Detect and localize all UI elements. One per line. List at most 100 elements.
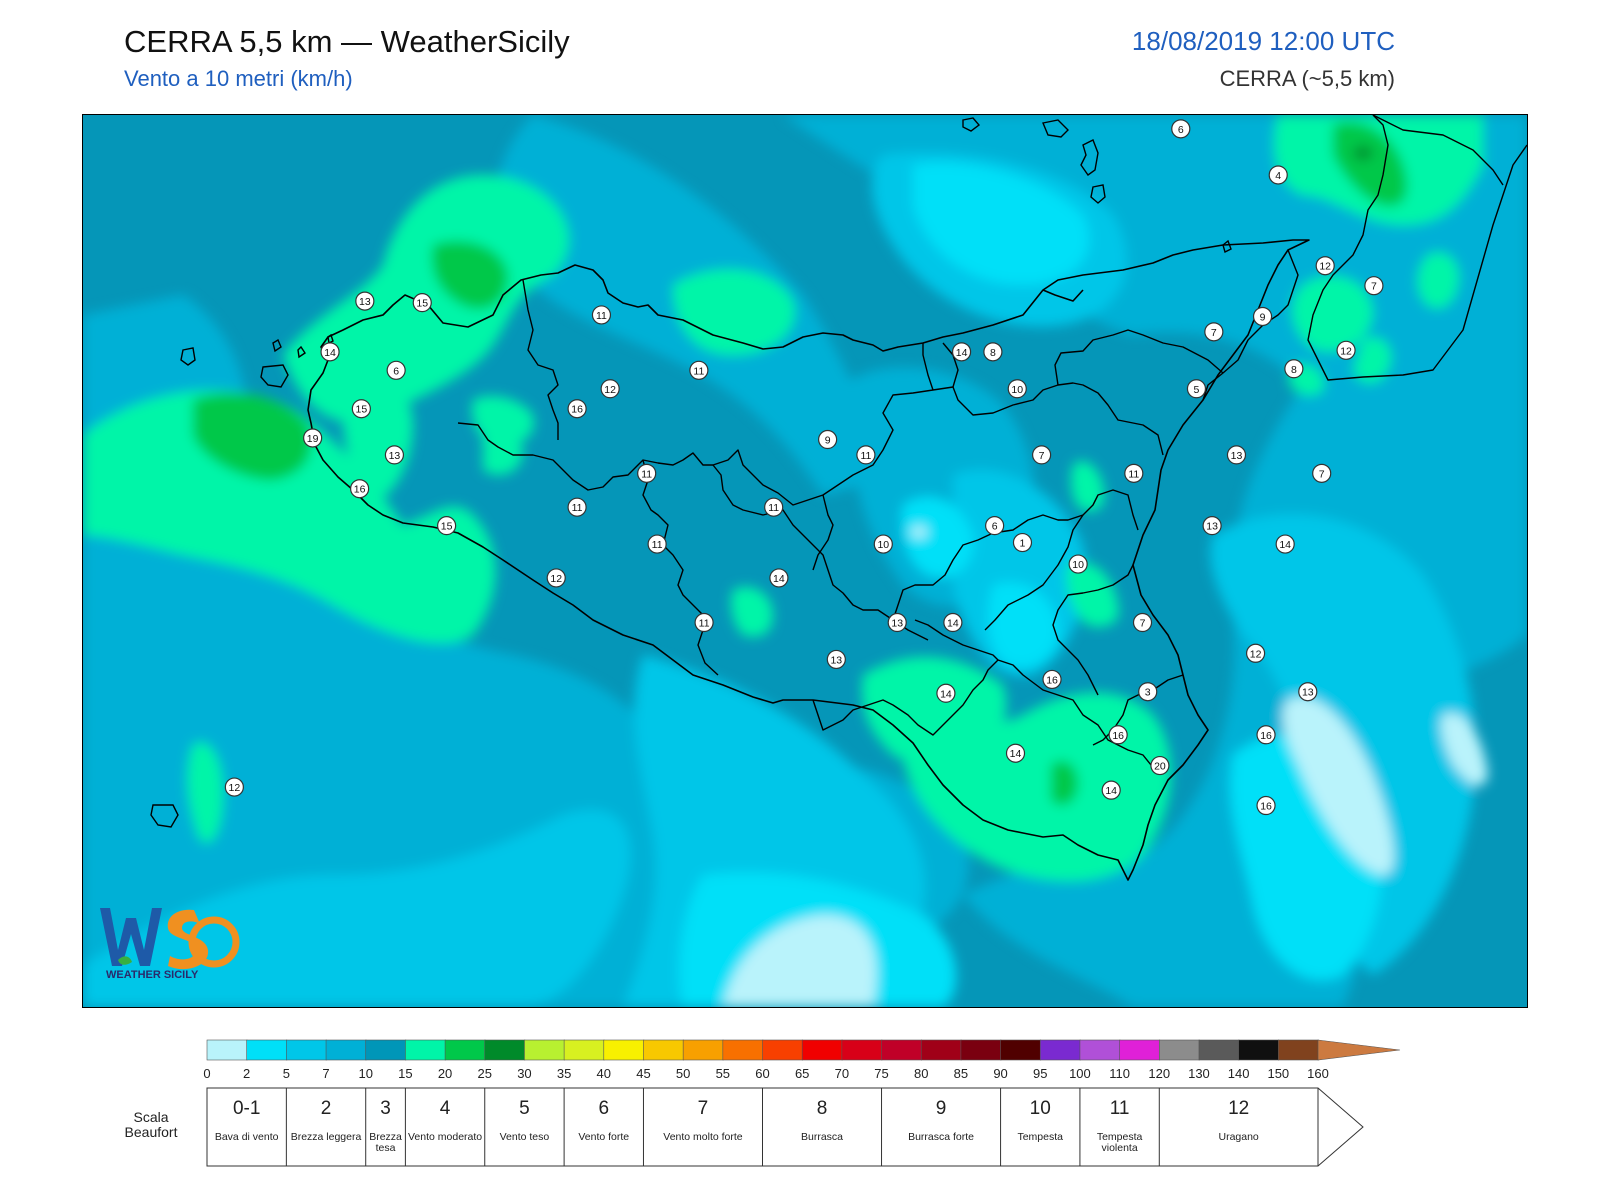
colorbar-segment — [801, 1039, 843, 1061]
station-value: 7 — [1371, 281, 1377, 293]
station-marker: 11 — [567, 497, 587, 517]
station-circle — [887, 612, 907, 633]
station-marker: 1 — [1012, 532, 1033, 553]
colorbar-tick-label: 55 — [715, 1066, 731, 1081]
colorbar-tick-label: 40 — [596, 1066, 612, 1081]
station-marker: 13 — [826, 649, 846, 670]
station-marker: 15 — [412, 293, 432, 313]
station-marker: 14 — [1275, 534, 1295, 554]
station-value: 6 — [992, 521, 998, 533]
station-circle — [1007, 379, 1027, 399]
station-value: 9 — [825, 435, 831, 447]
station-value: 11 — [641, 468, 652, 480]
station-value: 11 — [699, 618, 710, 630]
station-marker: 14 — [1005, 743, 1026, 763]
colorbar-segment — [722, 1039, 764, 1061]
colorbar-tick-label: 50 — [675, 1066, 691, 1081]
beaufort-number: 12 — [1228, 1098, 1250, 1119]
beaufort-level: 11 Tempesta violenta — [1080, 1088, 1159, 1166]
model-label: CERRA (~5,5 km) — [1219, 66, 1395, 91]
station-marker: 11 — [689, 360, 709, 380]
colorbar-segment — [920, 1039, 962, 1061]
station-value: 8 — [1291, 364, 1297, 376]
station-marker: 7 — [1312, 463, 1332, 483]
station-marker: 9 — [1252, 306, 1273, 327]
station-marker: 11 — [764, 497, 784, 517]
station-circle — [1042, 669, 1062, 690]
station-marker: 15 — [437, 516, 457, 536]
station-marker: 14 — [1101, 780, 1121, 800]
beaufort-number: 5 — [519, 1098, 530, 1119]
station-circle — [351, 399, 371, 419]
beaufort-number: 0-1 — [232, 1098, 261, 1119]
station-circle — [983, 342, 1003, 362]
colorbar-segment — [1079, 1039, 1121, 1061]
colorbar-segment — [1238, 1039, 1280, 1061]
station-circle — [1336, 340, 1356, 360]
station-value: 13 — [830, 654, 842, 666]
station-value: 16 — [571, 404, 583, 416]
colorbar-tick-label: 35 — [556, 1066, 572, 1081]
station-marker: 14 — [769, 568, 789, 588]
station-circle — [567, 399, 587, 419]
colorbar-segment — [1278, 1039, 1319, 1061]
station-circle — [873, 534, 893, 554]
station-marker: 16 — [1042, 669, 1062, 690]
colorbar-segment — [206, 1039, 248, 1061]
station-value: 14 — [947, 618, 959, 630]
station-value: 20 — [1154, 761, 1166, 773]
station-marker: 9 — [818, 429, 838, 450]
station-marker: 11 — [647, 534, 667, 554]
station-circle — [818, 429, 838, 450]
colorbar-tick-label: 0 — [203, 1066, 211, 1081]
station-marker: 10 — [1007, 379, 1027, 399]
beaufort-description: Tempesta — [1017, 1131, 1063, 1143]
colorbar-segment — [484, 1039, 526, 1061]
station-circle — [826, 649, 846, 670]
station-value: 16 — [1046, 674, 1058, 686]
station-circle — [1068, 554, 1088, 574]
station-value: 7 — [1319, 468, 1325, 480]
beaufort-level: 6 Vento forte — [564, 1088, 643, 1166]
station-circle — [769, 568, 789, 588]
station-marker: 7 — [1032, 445, 1052, 465]
station-value: 15 — [441, 521, 453, 533]
station-marker: 14 — [320, 342, 340, 362]
station-value: 11 — [652, 539, 663, 551]
station-circle — [1256, 795, 1276, 816]
station-value: 14 — [1010, 748, 1022, 760]
station-circle — [1202, 516, 1222, 536]
station-marker: 15 — [351, 399, 371, 419]
station-circle — [647, 534, 667, 554]
colorbar-tick-label: 110 — [1109, 1066, 1130, 1081]
station-marker: 11 — [856, 445, 876, 465]
station-value: 4 — [1275, 170, 1281, 182]
colorbar-segment — [325, 1039, 367, 1061]
map-subtitle: Vento a 10 metri (km/h) — [124, 66, 353, 91]
station-value: 14 — [773, 573, 785, 585]
station-value: 3 — [1145, 687, 1151, 699]
station-value: 11 — [768, 502, 779, 514]
station-value: 11 — [596, 310, 607, 322]
station-value: 16 — [354, 484, 366, 496]
beaufort-level: 10 Tempesta — [1001, 1088, 1080, 1166]
station-value: 14 — [1105, 785, 1117, 797]
beaufort-description: Vento moderato — [407, 1131, 483, 1143]
station-circle — [1150, 755, 1170, 776]
colorbar-segment — [1039, 1039, 1081, 1061]
station-marker: 12 — [1336, 340, 1356, 360]
station-circle — [1298, 682, 1318, 702]
station-circle — [437, 516, 457, 536]
beaufort-number: 2 — [320, 1098, 332, 1119]
logo-svg: WEATHER SICILY — [100, 908, 240, 981]
station-marker: 7 — [1364, 276, 1384, 296]
colorbar-segment — [762, 1039, 803, 1061]
station-circle — [1186, 379, 1207, 399]
station-value: 13 — [1231, 450, 1243, 462]
station-marker: 13 — [1202, 516, 1222, 536]
beaufort-number: 4 — [439, 1098, 451, 1119]
station-value: 15 — [416, 298, 428, 310]
logo-text: WEATHER SICILY — [106, 969, 199, 981]
station-marker: 19 — [303, 428, 323, 448]
